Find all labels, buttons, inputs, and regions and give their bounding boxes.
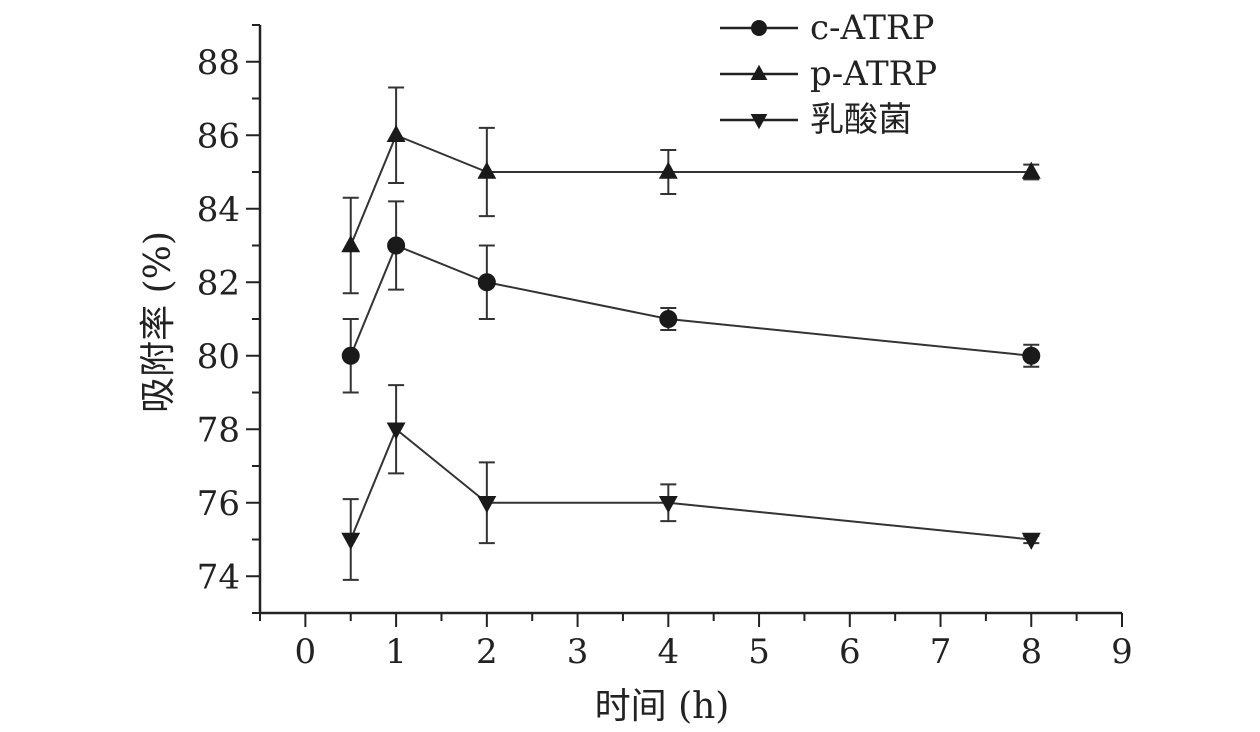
x-tick-label: 8 bbox=[1020, 632, 1042, 672]
data-point-circle bbox=[341, 346, 360, 365]
data-point-triangle-down bbox=[658, 496, 678, 514]
legend: c-ATRP p-ATRP 乳酸菌 bbox=[720, 8, 937, 140]
legend-item: 乳酸菌 bbox=[720, 100, 912, 140]
x-ticks: 0 1 2 3 4 5 6 7 8 9 bbox=[259, 613, 1133, 672]
y-tick-label: 80 bbox=[197, 337, 240, 377]
legend-label: c-ATRP bbox=[810, 8, 934, 48]
series-line-segment bbox=[395, 428, 488, 504]
series-line-segment bbox=[349, 428, 398, 540]
series-line-segment bbox=[668, 501, 1032, 541]
y-tick-label: 88 bbox=[197, 43, 240, 83]
data-point-triangle-up bbox=[750, 64, 768, 80]
y-tick-label: 76 bbox=[197, 484, 240, 524]
series-line-segment bbox=[349, 245, 398, 357]
data-point-triangle-up bbox=[341, 235, 361, 253]
data-point-circle bbox=[477, 273, 496, 292]
y-tick-label: 82 bbox=[197, 263, 240, 303]
y-tick-label: 74 bbox=[197, 557, 240, 597]
data-point-triangle-up bbox=[386, 124, 406, 142]
x-tick-label: 7 bbox=[930, 632, 952, 672]
data-point-triangle-down bbox=[750, 114, 768, 130]
data-point-triangle-down bbox=[477, 496, 497, 514]
x-tick-label: 5 bbox=[748, 632, 770, 672]
x-tick-label: 6 bbox=[839, 632, 861, 672]
series-line-segment bbox=[395, 244, 488, 284]
x-tick-label: 2 bbox=[476, 632, 498, 672]
series-line-segment bbox=[668, 318, 1032, 357]
legend-item: c-ATRP bbox=[720, 8, 934, 48]
series-layer bbox=[341, 86, 1041, 581]
legend-item: p-ATRP bbox=[720, 54, 937, 94]
series-2 bbox=[341, 86, 1041, 295]
data-point-triangle-up bbox=[1021, 161, 1041, 179]
data-point-triangle-up bbox=[477, 161, 497, 179]
series-1 bbox=[341, 200, 1041, 394]
data-point-triangle-down bbox=[1021, 532, 1041, 550]
x-tick-label: 9 bbox=[1111, 632, 1133, 672]
data-point-circle bbox=[387, 236, 406, 255]
series-line-segment bbox=[349, 134, 398, 246]
data-point-triangle-down bbox=[341, 532, 361, 550]
legend-label: p-ATRP bbox=[810, 54, 937, 94]
x-axis-title: 时间 (h) bbox=[595, 686, 730, 727]
x-tick-label: 1 bbox=[385, 632, 407, 672]
y-ticks: 74 76 78 80 82 84 86 88 bbox=[197, 24, 260, 614]
y-tick-label: 84 bbox=[197, 190, 240, 230]
data-point-circle bbox=[1022, 346, 1041, 365]
data-point-circle bbox=[659, 310, 678, 328]
y-tick-label: 86 bbox=[197, 116, 240, 156]
x-tick-label: 4 bbox=[657, 632, 679, 672]
y-axis-title: 吸附率 (%) bbox=[138, 231, 179, 413]
x-tick-label: 0 bbox=[295, 632, 317, 672]
series-line-segment bbox=[395, 134, 488, 173]
legend-label: 乳酸菌 bbox=[810, 100, 912, 140]
x-tick-label: 3 bbox=[567, 632, 589, 672]
data-point-circle bbox=[751, 20, 767, 36]
y-tick-label: 78 bbox=[197, 410, 240, 450]
data-point-triangle-down bbox=[386, 422, 406, 440]
series-line-segment bbox=[486, 281, 669, 320]
axes bbox=[258, 25, 1122, 615]
data-point-triangle-up bbox=[658, 161, 678, 179]
series-3 bbox=[341, 384, 1041, 581]
